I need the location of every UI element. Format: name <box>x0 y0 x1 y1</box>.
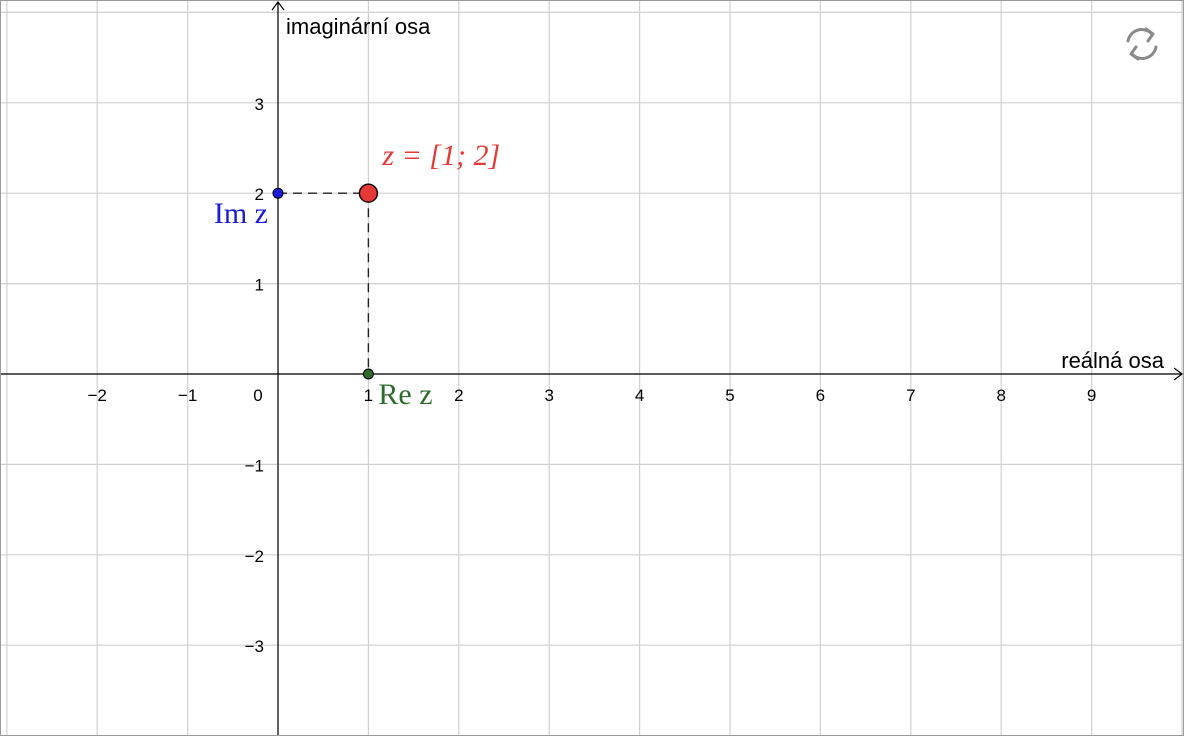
x-tick-label: 2 <box>454 386 463 405</box>
projection-lines <box>278 192 370 374</box>
y-tick-label: 3 <box>255 95 264 114</box>
x-tick-label: −1 <box>178 386 197 405</box>
x-tick-label: 1 <box>364 386 373 405</box>
point-re-label: Re z <box>378 378 432 411</box>
x-tick-label: 9 <box>1087 386 1096 405</box>
y-tick-label: −3 <box>245 637 264 656</box>
refresh-icon[interactable] <box>1126 27 1158 61</box>
y-tick-label: −2 <box>245 547 264 566</box>
y-axis-arrow <box>271 0 285 11</box>
x-tick-labels: −2 −1 0 1 2 3 4 5 6 7 8 9 <box>88 386 1097 405</box>
x-axis-arrow <box>1173 367 1183 381</box>
point-z-label: z = [1; 2] <box>381 139 500 172</box>
x-tick-label: 3 <box>544 386 553 405</box>
x-tick-label: 8 <box>996 386 1005 405</box>
points: z = [1; 2] Im z Re z <box>214 139 500 411</box>
x-axis-label: reálná osa <box>1061 348 1165 373</box>
y-tick-labels: 3 2 1 −1 −2 −3 <box>245 95 264 656</box>
x-tick-label: 0 <box>253 386 262 405</box>
point-z[interactable] <box>358 183 379 203</box>
x-tick-label: 6 <box>816 386 825 405</box>
x-tick-label: 4 <box>635 386 644 405</box>
x-tick-label: 7 <box>906 386 915 405</box>
x-tick-label: 5 <box>725 386 734 405</box>
y-tick-label: 2 <box>255 185 264 204</box>
point-im-z[interactable] <box>272 187 284 199</box>
y-axis-label: imaginární osa <box>286 14 431 39</box>
point-re-z[interactable] <box>362 368 374 380</box>
y-tick-label: −1 <box>245 456 264 475</box>
point-im-label: Im z <box>214 197 268 230</box>
x-tick-label: −2 <box>88 386 107 405</box>
y-tick-label: 1 <box>255 276 264 295</box>
